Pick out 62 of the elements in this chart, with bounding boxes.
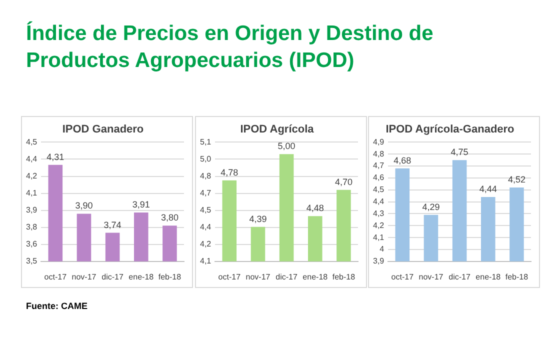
y-tick-label: 4,5 [372, 185, 385, 194]
data-label: 3,90 [75, 200, 93, 211]
y-tick-label: 4,7 [200, 188, 212, 198]
data-label: 4,75 [450, 147, 468, 158]
data-label: 4,39 [249, 214, 267, 224]
y-tick-label: 5,1 [200, 137, 212, 146]
x-tick-label: feb-18 [332, 272, 356, 282]
x-tick-label: ene-18 [302, 272, 328, 282]
y-tick-label: 4,4 [200, 222, 212, 232]
chart-title: IPOD Agrícola-Ganadero [386, 124, 515, 136]
data-label: 4,29 [422, 202, 440, 212]
y-tick-label: 4,5 [200, 205, 212, 214]
y-tick-label: 3,8 [26, 222, 38, 232]
y-tick-label: 4,8 [372, 149, 385, 158]
x-tick-label: nov-17 [418, 272, 444, 282]
data-label: 4,52 [508, 174, 526, 184]
y-tick-label: 4 [380, 244, 385, 254]
y-tick-label: 4,4 [26, 154, 38, 164]
y-tick-label: 4,9 [372, 137, 385, 146]
y-tick-label: 3,6 [26, 240, 38, 249]
y-tick-label: 4,6 [372, 173, 385, 182]
source-note: Fuente: CAME [26, 301, 88, 311]
data-label: 4,31 [46, 152, 64, 162]
x-tick-label: dic-17 [448, 272, 471, 282]
y-tick-label: 5,0 [200, 154, 212, 164]
x-tick-label: dic-17 [102, 272, 124, 282]
chart-title: IPOD Ganadero [62, 124, 144, 136]
y-tick-label: 3,9 [26, 205, 38, 214]
y-tick-label: 4,1 [200, 256, 212, 266]
x-tick-label: oct-17 [391, 272, 414, 282]
y-tick-label: 4,7 [372, 161, 385, 170]
x-tick-label: ene-18 [128, 272, 154, 282]
x-tick-label: oct-17 [218, 272, 242, 282]
x-tick-label: feb-18 [158, 272, 182, 282]
x-tick-label: oct-17 [44, 272, 68, 282]
data-label: 3,80 [160, 212, 178, 223]
y-tick-label: 3,5 [26, 256, 38, 266]
data-label: 4,70 [334, 176, 352, 187]
y-tick-label: 4,4 [372, 197, 385, 206]
x-tick-label: feb-18 [505, 272, 529, 282]
y-tick-label: 4,2 [200, 240, 212, 249]
y-tick-label: 4,1 [26, 188, 38, 198]
x-tick-label: ene-18 [476, 272, 502, 282]
y-tick-label: 3,9 [372, 256, 385, 266]
text: Índice de Precios en Origen y Destino de Productos Agropecuarios (IPOD) [26, 20, 434, 74]
data-label: 3,74 [104, 220, 122, 230]
data-label: 4,78 [220, 167, 238, 178]
x-tick-label: dic-17 [276, 272, 298, 282]
chart-title: IPOD Agrícola [240, 124, 315, 136]
x-tick-label: nov-17 [246, 272, 271, 282]
y-tick-label: 4,8 [200, 171, 212, 180]
y-tick-label: 4,5 [26, 137, 38, 146]
y-tick-label: 4,1 [372, 232, 385, 242]
y-tick-label: 4,2 [372, 220, 385, 230]
y-tick-label: 4,2 [26, 171, 38, 180]
data-label: 5,00 [278, 141, 296, 152]
data-label: 4,44 [479, 184, 497, 194]
data-label: 4,68 [394, 155, 412, 166]
x-tick-label: nov-17 [72, 272, 97, 282]
data-label: 4,48 [306, 203, 324, 214]
data-label: 3,91 [132, 200, 150, 210]
y-tick-label: 4,3 [372, 208, 385, 218]
